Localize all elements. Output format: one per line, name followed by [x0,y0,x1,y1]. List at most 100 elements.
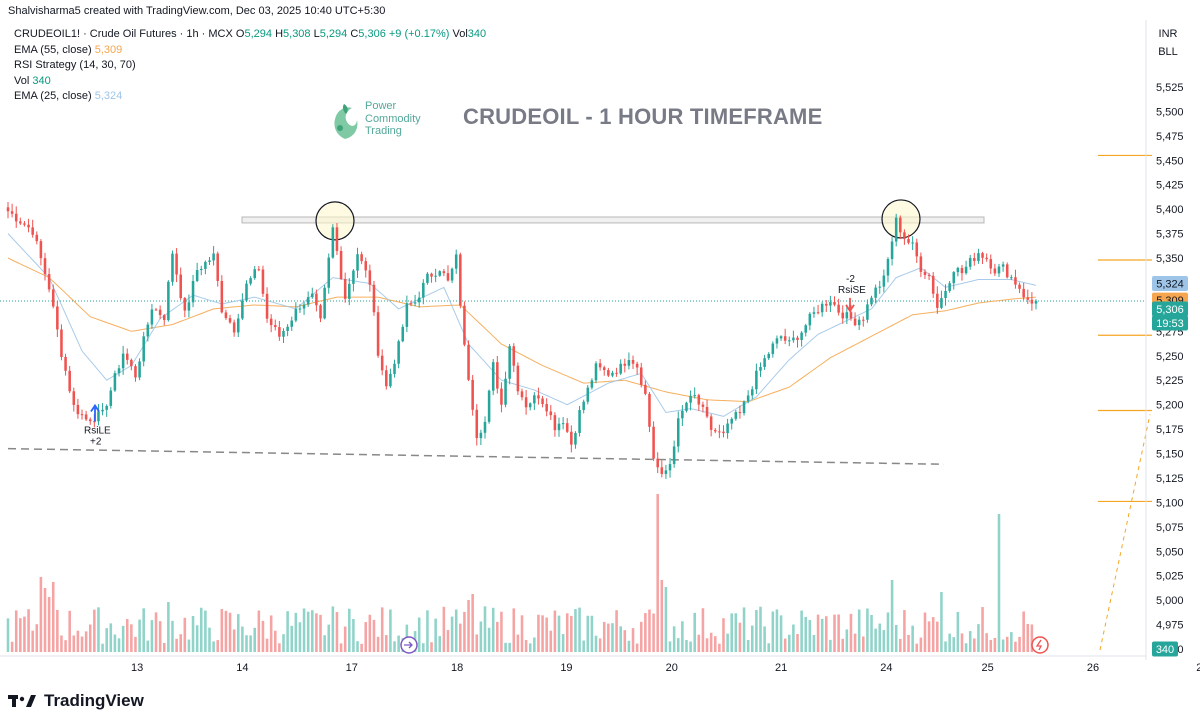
candlesticks[interactable] [6,202,1038,479]
unit-label[interactable]: BLL [1158,46,1178,58]
candle-body [72,391,76,405]
logo-line-2: Commodity [365,112,421,125]
candle-body [249,278,252,284]
volume-bar [339,643,343,652]
candle-body [348,283,351,299]
candle-body [121,353,125,369]
candle-body [989,259,993,269]
volume-bar [380,607,384,652]
volume-bar [97,607,100,652]
short-signal-qty: -2 [846,274,855,285]
candle-body [282,330,285,337]
candle-body [27,224,30,228]
volume-bar [348,608,351,652]
price-tick-label: 5,150 [1156,449,1184,461]
volume-bar [746,640,750,652]
legend-vol-value: 340 [32,74,51,87]
candle-body [837,304,840,313]
candle-body [931,275,935,294]
volume-bar [849,613,853,652]
volume-bar [524,640,528,652]
candle-body [290,320,294,327]
tradingview-logo-icon [8,695,36,707]
legend: CRUDEOIL1! · Crude Oil Futures · 1h · MC… [14,27,486,105]
short-signal-label: RsiSE [838,285,866,296]
volume-bar [689,641,692,652]
footer-brand-name: TradingView [44,691,144,710]
price-tick-label: 5,350 [1156,253,1184,265]
volume-bar [829,639,832,652]
candle-body [689,395,692,403]
price-tick-label: 5,225 [1156,375,1184,387]
candle-body [372,284,376,313]
volume-bar [841,638,845,652]
volume-bar [294,612,298,652]
volume-bar [512,608,516,652]
candle-body [750,389,754,396]
price-badge-bg [1152,301,1188,317]
candle-body [500,388,503,405]
candle-body [607,370,610,376]
price-axis[interactable]: 5,525 5,500 5,475 5,450 5,425 5,400 5,375 5,350… [1145,20,1184,660]
volume-bar [274,630,277,652]
volume-bar [586,615,590,652]
candle-body [528,403,532,408]
volume-bar [993,637,997,652]
candle-body [668,464,672,471]
volume-bar [282,634,285,652]
candle-body [1001,264,1005,267]
candle-body [195,270,199,282]
volume-bar [467,600,470,652]
candle-body [853,318,857,326]
candle-body [936,293,939,308]
volume-bar [652,613,655,652]
candle-body [479,432,483,439]
volume-bar [504,642,507,652]
volume-bar [759,606,762,652]
legend-rsi-row[interactable]: RSI Strategy (14, 30, 70) [14,59,136,71]
candle-body [352,270,355,284]
ema-lines-layer [7,233,1037,417]
volume-bar [734,613,738,652]
volume-bar [590,615,594,652]
candle-body [175,253,178,275]
candle-body [944,290,947,299]
candle-body [311,293,314,298]
candle-body [471,379,474,410]
volume-bar [6,618,10,652]
legend-ema25-row[interactable]: EMA (25, close) 5,324 [14,90,123,102]
legend-symbol-row[interactable]: CRUDEOIL1! · Crude Oil Futures · 1h · MC… [14,28,487,40]
candle-body [549,411,553,416]
candle-body [261,269,265,294]
volume-bar [533,637,536,652]
legend-vol-row[interactable]: Vol 340 [14,74,51,87]
volume-bar [1026,623,1030,652]
volume-bar [35,624,39,652]
volume-bar [648,609,651,652]
volume-bar [93,609,96,652]
volume-bar [833,614,836,652]
currency-label[interactable]: INR [1158,28,1178,40]
volume-bar [594,635,598,652]
price-badge-label: 5,306 [1156,304,1184,316]
candle-body [171,253,174,282]
volume-bar [130,624,133,652]
candle-body [894,217,898,242]
candle-body [405,303,409,327]
price-tick-label: 5,475 [1156,131,1184,143]
volume-bar [931,617,935,652]
time-axis[interactable]: 131417181920212425262728Dec234 [0,655,1200,674]
volume-bar [459,623,462,652]
candle-body [138,361,141,378]
candle-body [886,259,890,276]
time-tick-label: 25 [982,662,994,674]
volume-bar [808,620,812,652]
volume-bar [298,622,302,652]
candle-body [652,426,655,459]
ema55-line [7,257,1037,403]
candle-body [459,254,462,306]
candle-body [64,356,67,371]
legend-ema55-row[interactable]: EMA (55, close) 5,309 [14,43,123,56]
price-tick-label: 5,025 [1156,571,1184,583]
